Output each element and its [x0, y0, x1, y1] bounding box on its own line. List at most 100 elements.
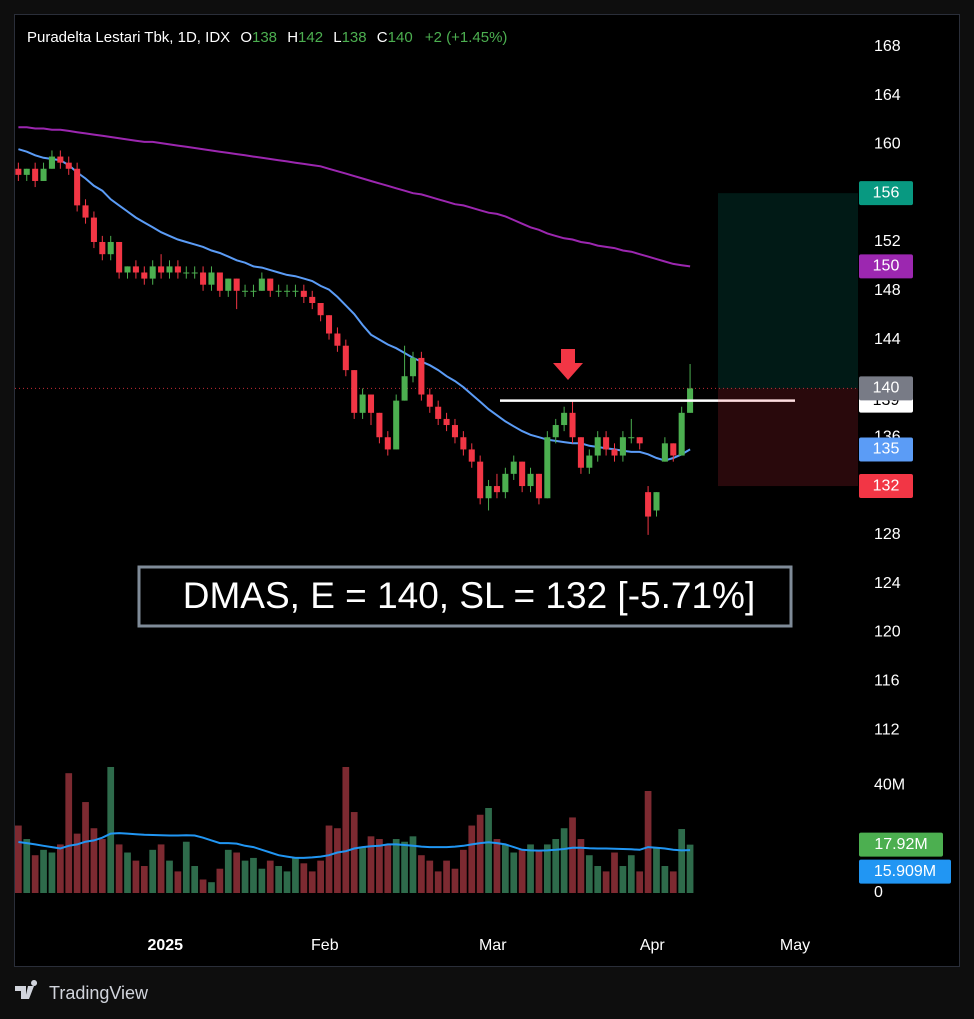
- candle-body: [636, 437, 643, 444]
- candle-body: [409, 357, 417, 377]
- candle-body: [284, 290, 291, 292]
- volume-bar: [342, 766, 350, 893]
- volume-bar: [493, 839, 501, 893]
- volume-bar: [275, 866, 283, 893]
- target-zone: [718, 193, 858, 389]
- volume-bar: [451, 868, 459, 893]
- candle-body: [561, 412, 568, 426]
- annotation-text: DMAS, E = 140, SL = 132 [-5.71%]: [183, 575, 755, 616]
- logo: TradingView: [15, 980, 149, 1003]
- volume-bar: [611, 852, 618, 893]
- candle-body: [132, 266, 139, 273]
- volume-label: 17.92M: [859, 832, 943, 857]
- candle-body: [65, 162, 72, 169]
- volume-bar: [82, 802, 89, 893]
- candle-body: [670, 443, 677, 456]
- candle-body: [435, 406, 442, 419]
- volume-bar: [258, 868, 266, 893]
- y-tick-label: 112: [874, 721, 900, 738]
- volume-bar: [115, 844, 123, 893]
- volume-ma-label-text: 15.909M: [874, 863, 936, 880]
- volume-bar: [124, 852, 131, 893]
- ma-label-text: 135: [873, 441, 900, 458]
- candle-body: [250, 290, 257, 292]
- y-tick-label: 164: [874, 87, 901, 104]
- volume-ma: [18, 832, 691, 859]
- stop-zone: [718, 388, 858, 487]
- volume-bar: [535, 849, 543, 893]
- volume-bar: [350, 812, 358, 893]
- volume-bar: [686, 844, 694, 893]
- volume-bar: [577, 839, 585, 893]
- ma-label-text: 150: [873, 258, 900, 275]
- candle-body: [342, 345, 349, 371]
- candle-body: [519, 461, 526, 487]
- candle-body: [258, 278, 265, 291]
- candle-body: [275, 290, 282, 292]
- candle-body: [267, 278, 274, 291]
- volume-bar: [560, 828, 568, 893]
- candle-body: [183, 272, 190, 274]
- volume-bar: [485, 808, 492, 893]
- candle-body: [233, 278, 240, 291]
- candle-body: [242, 290, 249, 292]
- volume-bar: [543, 844, 551, 893]
- x-tick-label: May: [780, 937, 810, 954]
- volume-bar: [199, 879, 207, 893]
- candle-body: [351, 370, 358, 413]
- volume-bar: [250, 857, 257, 893]
- candle-body: [376, 412, 383, 438]
- volume-bar: [73, 833, 81, 893]
- volume-bar: [90, 828, 98, 893]
- volume-bar: [359, 847, 366, 893]
- moving-average: [18, 126, 691, 268]
- ohlc-label: C: [377, 29, 388, 46]
- ma-label: 135: [859, 437, 913, 462]
- volume-bar: [619, 866, 627, 893]
- volume-bar: [157, 844, 165, 893]
- candle-body: [158, 266, 165, 273]
- candle-body: [15, 168, 22, 175]
- volume-bar: [501, 844, 509, 893]
- volume-bar: [48, 852, 56, 893]
- y-tick-label: 168: [874, 38, 901, 55]
- candle-body: [23, 168, 30, 175]
- candle-body: [57, 156, 64, 163]
- volume-bar: [166, 860, 173, 893]
- volume-bar: [56, 844, 64, 893]
- volume-bar: [65, 773, 73, 893]
- x-tick-label: Apr: [640, 937, 666, 954]
- candle-body: [292, 290, 299, 292]
- ohlc-value: 138: [252, 29, 277, 46]
- ohlc-value: 138: [342, 29, 367, 46]
- volume-bar: [409, 836, 417, 893]
- y-tick-label: 120: [874, 624, 901, 641]
- candle-body: [141, 272, 148, 279]
- annotation-box: [137, 565, 793, 628]
- volume-bar: [527, 844, 534, 893]
- ohlc-label: O: [240, 29, 252, 46]
- x-tick-label: Feb: [311, 937, 339, 954]
- volume-bar: [174, 871, 182, 893]
- candle-body: [359, 394, 366, 413]
- ohlc-value: 140: [388, 29, 413, 46]
- plot-layer: 1121161201241281321361401441481521561601…: [15, 38, 951, 954]
- candle-body: [300, 290, 307, 297]
- y-tick-label: 144: [874, 331, 901, 348]
- candle-body: [493, 486, 500, 493]
- volume-bar: [233, 852, 241, 893]
- candle-body: [628, 437, 635, 439]
- y-tick-label: 116: [874, 673, 900, 690]
- volume-bar: [292, 857, 299, 893]
- volume-bar: [443, 860, 450, 893]
- last-price-label-bg: [859, 376, 913, 401]
- target-label-bg: [859, 181, 913, 206]
- volume-ma-label-bg: [859, 859, 951, 884]
- target-label: 156: [859, 181, 913, 206]
- candle-body: [317, 303, 324, 316]
- y-tick-label: 128: [874, 526, 901, 543]
- arrow-down: [553, 349, 583, 380]
- ma-label-bg: [859, 437, 913, 462]
- candle-body: [216, 272, 223, 291]
